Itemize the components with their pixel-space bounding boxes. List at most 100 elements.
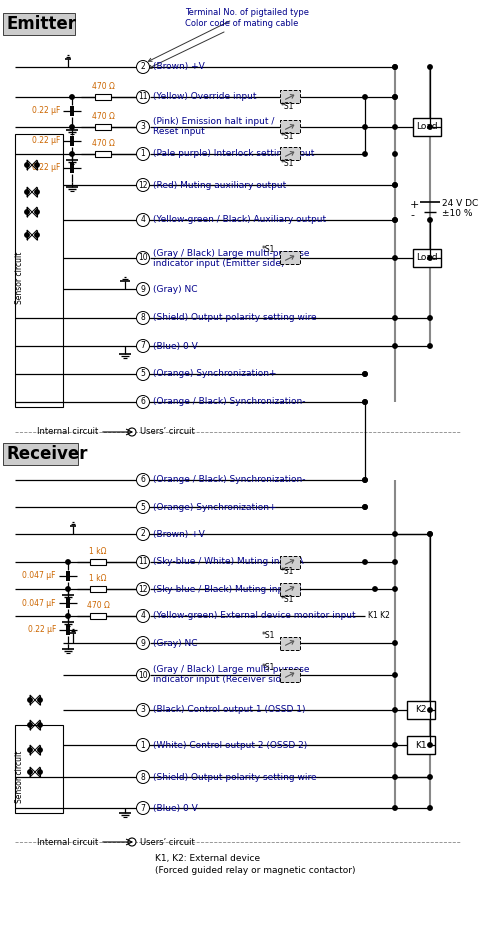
Circle shape	[363, 478, 367, 482]
Text: 9: 9	[141, 639, 145, 647]
Text: 11: 11	[138, 92, 148, 101]
Text: 2: 2	[141, 529, 145, 538]
Circle shape	[393, 95, 397, 100]
Text: 0.22 μF: 0.22 μF	[32, 137, 60, 145]
Text: (Gray / Black) Large multi-purpose: (Gray / Black) Large multi-purpose	[153, 248, 310, 258]
Text: (Orange) Synchronization+: (Orange) Synchronization+	[153, 502, 276, 512]
Text: 1: 1	[141, 150, 145, 158]
Circle shape	[428, 218, 432, 222]
Circle shape	[136, 582, 149, 595]
Circle shape	[393, 316, 397, 320]
Circle shape	[25, 232, 29, 237]
Text: (Forced guided relay or magnetic contactor): (Forced guided relay or magnetic contact…	[155, 866, 356, 874]
Circle shape	[428, 775, 432, 779]
Circle shape	[428, 65, 432, 69]
Text: *S1: *S1	[281, 567, 294, 577]
Text: *S1: *S1	[281, 594, 294, 604]
Circle shape	[428, 805, 432, 810]
Text: (Black) Control output 1 (OSSD 1): (Black) Control output 1 (OSSD 1)	[153, 706, 305, 714]
Circle shape	[28, 748, 32, 752]
Circle shape	[363, 125, 367, 129]
Circle shape	[35, 190, 39, 194]
Circle shape	[136, 339, 149, 352]
Text: (Yellow-green) External device monitor input: (Yellow-green) External device monitor i…	[153, 612, 356, 620]
Circle shape	[28, 698, 32, 702]
Bar	[413, 249, 441, 267]
Circle shape	[66, 560, 70, 565]
Circle shape	[393, 152, 397, 156]
Text: (Sky-blue / White) Muting input A: (Sky-blue / White) Muting input A	[153, 557, 304, 566]
Circle shape	[66, 614, 70, 618]
Text: (Gray) NC: (Gray) NC	[153, 639, 197, 647]
Text: Load: Load	[416, 123, 438, 131]
Text: 10: 10	[138, 671, 148, 680]
Text: indicator input (Emitter side): indicator input (Emitter side)	[153, 259, 285, 268]
Text: *S1: *S1	[281, 102, 294, 112]
Text: (Red) Muting auxiliary output: (Red) Muting auxiliary output	[153, 180, 286, 190]
Text: indicator input (Receiver side): indicator input (Receiver side)	[153, 675, 290, 684]
Text: *S1: *S1	[281, 160, 294, 168]
Circle shape	[128, 838, 136, 846]
Bar	[15, 725, 63, 813]
Circle shape	[393, 560, 397, 565]
Text: (Pale purple) Interlock setting input: (Pale purple) Interlock setting input	[153, 150, 314, 158]
Circle shape	[28, 770, 32, 774]
Text: 0.22 μF: 0.22 μF	[32, 107, 60, 115]
Text: 7: 7	[141, 341, 145, 351]
Circle shape	[136, 703, 149, 716]
Text: (Brown) +V: (Brown) +V	[153, 529, 205, 538]
Circle shape	[25, 190, 29, 194]
Circle shape	[393, 532, 397, 537]
Text: (Yellow) Override input: (Yellow) Override input	[153, 92, 256, 101]
Bar	[280, 148, 300, 161]
Text: 1: 1	[141, 740, 145, 750]
Circle shape	[38, 770, 42, 774]
Circle shape	[363, 400, 367, 405]
Text: (Orange) Synchronization+: (Orange) Synchronization+	[153, 369, 276, 379]
Text: (Sky-blue / Black) Muting input B: (Sky-blue / Black) Muting input B	[153, 584, 301, 593]
Circle shape	[393, 65, 397, 69]
Circle shape	[35, 163, 39, 167]
Text: 6: 6	[141, 397, 145, 406]
Text: 5: 5	[141, 502, 145, 512]
Text: 3: 3	[141, 706, 145, 714]
Text: +: +	[410, 200, 420, 210]
Circle shape	[35, 232, 39, 237]
Bar	[95, 94, 111, 100]
Circle shape	[428, 532, 432, 537]
Bar	[15, 134, 63, 407]
Text: (Yellow-green / Black) Auxiliary output: (Yellow-green / Black) Auxiliary output	[153, 216, 326, 224]
Text: -: -	[410, 210, 414, 220]
Circle shape	[28, 723, 32, 727]
Circle shape	[136, 283, 149, 296]
Text: K1, K2: External device: K1, K2: External device	[155, 854, 260, 862]
Text: (Orange / Black) Synchronization-: (Orange / Black) Synchronization-	[153, 475, 305, 485]
Bar	[3, 443, 78, 465]
Circle shape	[136, 770, 149, 783]
Bar	[280, 251, 300, 264]
Bar	[90, 586, 106, 592]
Circle shape	[428, 256, 432, 260]
Circle shape	[38, 698, 42, 702]
Text: 7: 7	[141, 804, 145, 813]
Bar	[280, 582, 300, 595]
Circle shape	[428, 743, 432, 747]
Text: 0.22 μF: 0.22 μF	[28, 626, 56, 634]
Circle shape	[136, 90, 149, 103]
Circle shape	[373, 587, 377, 591]
Circle shape	[136, 395, 149, 408]
Circle shape	[363, 372, 367, 377]
Circle shape	[393, 672, 397, 677]
Bar	[95, 151, 111, 157]
Circle shape	[136, 60, 149, 73]
Text: 9: 9	[141, 285, 145, 294]
Bar	[3, 13, 75, 35]
Circle shape	[136, 609, 149, 622]
Text: 8: 8	[141, 773, 145, 781]
Text: Receiver: Receiver	[7, 445, 88, 463]
Circle shape	[136, 738, 149, 751]
Text: 0.047 μF: 0.047 μF	[23, 599, 56, 607]
Text: *S1: *S1	[262, 631, 276, 640]
Circle shape	[363, 372, 367, 377]
Text: 6: 6	[141, 475, 145, 485]
